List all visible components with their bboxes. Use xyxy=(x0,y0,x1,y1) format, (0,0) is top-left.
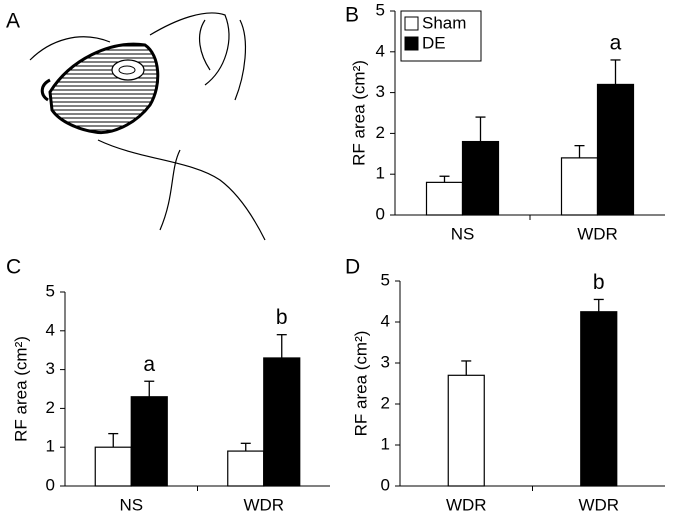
bar xyxy=(580,311,618,487)
bar xyxy=(227,450,265,487)
y-tick-label: 2 xyxy=(46,398,55,417)
bar xyxy=(461,140,500,216)
legend-label: Sham xyxy=(422,13,466,32)
panel-label: D xyxy=(345,256,360,279)
y-tick-label: 1 xyxy=(46,437,55,456)
x-tick-label: WDR xyxy=(446,495,487,514)
receptive-field xyxy=(48,42,160,135)
bar xyxy=(263,357,301,487)
y-axis-label: RF area (cm²) xyxy=(351,331,370,437)
bar xyxy=(130,396,168,487)
y-tick-label: 1 xyxy=(381,434,390,453)
x-tick-label: NS xyxy=(119,495,143,514)
legend-swatch xyxy=(404,16,419,31)
y-tick-label: 2 xyxy=(381,393,390,412)
panel-label: A xyxy=(6,10,20,33)
y-tick-label: 3 xyxy=(376,82,385,101)
legend-label: DE xyxy=(422,33,446,52)
y-tick-label: 5 xyxy=(376,0,385,19)
bar xyxy=(447,374,485,487)
bar xyxy=(596,83,635,216)
panel-label: B xyxy=(345,4,359,27)
y-tick-label: 5 xyxy=(381,270,390,289)
x-tick-label: NS xyxy=(451,224,475,243)
y-tick-label: 0 xyxy=(46,475,55,494)
y-tick-label: 4 xyxy=(46,320,55,339)
y-tick-label: 1 xyxy=(376,164,385,183)
bar xyxy=(560,157,599,216)
y-tick-label: 3 xyxy=(46,359,55,378)
rat-drawing xyxy=(29,12,266,241)
x-tick-label: WDR xyxy=(577,224,618,243)
y-axis-label: RF area (cm²) xyxy=(349,60,368,166)
y-axis-label: RF area (cm²) xyxy=(11,336,30,442)
y-tick-label: 4 xyxy=(376,41,385,60)
annotation: a xyxy=(143,353,155,376)
bar xyxy=(94,446,132,487)
x-tick-label: WDR xyxy=(243,495,284,514)
y-tick-label: 2 xyxy=(376,123,385,142)
annotation: a xyxy=(610,32,622,55)
annotation: b xyxy=(593,271,605,294)
eye xyxy=(118,65,136,75)
x-tick-label: WDR xyxy=(578,495,619,514)
legend-swatch xyxy=(404,36,419,51)
y-tick-label: 4 xyxy=(381,311,390,330)
y-tick-label: 0 xyxy=(381,475,390,494)
y-tick-label: 5 xyxy=(46,281,55,300)
y-tick-label: 3 xyxy=(381,352,390,371)
panel-label: C xyxy=(6,256,21,279)
annotation: b xyxy=(276,306,288,329)
y-tick-label: 0 xyxy=(376,204,385,223)
bar xyxy=(425,181,464,216)
